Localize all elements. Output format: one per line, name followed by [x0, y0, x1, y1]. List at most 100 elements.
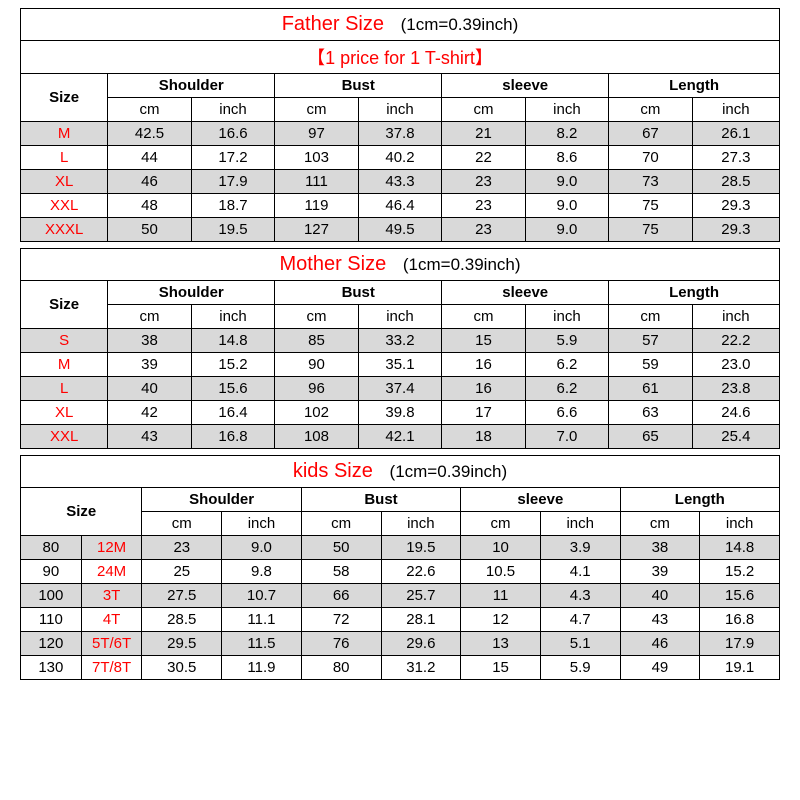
sleeve-header: sleeve [442, 281, 609, 305]
sleeve-cm: 23 [442, 218, 525, 242]
shoulder-cm: 44 [108, 146, 191, 170]
age-cell: 5T/6T [81, 632, 142, 656]
size-cell: L [21, 146, 108, 170]
size-cell: XL [21, 401, 108, 425]
shoulder-in: 11.5 [222, 632, 302, 656]
length-in: 29.3 [692, 218, 779, 242]
shoulder-cm: 29.5 [142, 632, 222, 656]
table-row: 1104T28.511.17228.1124.74316.8 [21, 608, 780, 632]
size-cell: 120 [21, 632, 82, 656]
shoulder-in: 9.0 [222, 536, 302, 560]
bust-cm: 72 [301, 608, 381, 632]
unit-inch: inch [381, 512, 461, 536]
sleeve-cm: 10 [461, 536, 541, 560]
table-row: XXL4316.810842.1187.06525.4 [21, 425, 780, 449]
unit-cm: cm [275, 98, 358, 122]
length-in: 16.8 [700, 608, 780, 632]
unit-inch: inch [700, 512, 780, 536]
length-header: Length [609, 281, 780, 305]
unit-inch: inch [222, 512, 302, 536]
shoulder-cm: 42.5 [108, 122, 191, 146]
sleeve-in: 5.1 [540, 632, 620, 656]
kids-title-row: kids Size (1cm=0.39inch) [21, 456, 780, 488]
sleeve-in: 4.1 [540, 560, 620, 584]
kids-size-table: kids Size (1cm=0.39inch) Size Shoulder B… [20, 455, 780, 680]
unit-cm: cm [461, 512, 541, 536]
length-in: 27.3 [692, 146, 779, 170]
length-in: 14.8 [700, 536, 780, 560]
table-row: XL4617.911143.3239.07328.5 [21, 170, 780, 194]
father-title-row: Father Size (1cm=0.39inch) [21, 9, 780, 41]
bust-header: Bust [275, 281, 442, 305]
sleeve-in: 4.7 [540, 608, 620, 632]
bust-cm: 108 [275, 425, 358, 449]
unit-inch: inch [525, 305, 608, 329]
size-cell: 100 [21, 584, 82, 608]
header-row-1: Size Shoulder Bust sleeve Length [21, 488, 780, 512]
table-row: S3814.88533.2155.95722.2 [21, 329, 780, 353]
age-cell: 3T [81, 584, 142, 608]
sleeve-cm: 16 [442, 353, 525, 377]
bust-cm: 96 [275, 377, 358, 401]
table-row: 1205T/6T29.511.57629.6135.14617.9 [21, 632, 780, 656]
bust-cm: 80 [301, 656, 381, 680]
sleeve-in: 9.0 [525, 194, 608, 218]
unit-cm: cm [609, 305, 692, 329]
length-cm: 46 [620, 632, 700, 656]
bust-cm: 90 [275, 353, 358, 377]
sleeve-cm: 12 [461, 608, 541, 632]
bust-in: 43.3 [358, 170, 441, 194]
size-cell: 130 [21, 656, 82, 680]
length-cm: 70 [609, 146, 692, 170]
bust-cm: 102 [275, 401, 358, 425]
sleeve-in: 7.0 [525, 425, 608, 449]
length-in: 17.9 [700, 632, 780, 656]
length-cm: 73 [609, 170, 692, 194]
bust-cm: 76 [301, 632, 381, 656]
unit-inch: inch [540, 512, 620, 536]
shoulder-in: 16.4 [191, 401, 274, 425]
bust-in: 31.2 [381, 656, 461, 680]
sleeve-in: 6.6 [525, 401, 608, 425]
length-in: 23.8 [692, 377, 779, 401]
bust-in: 29.6 [381, 632, 461, 656]
shoulder-cm: 43 [108, 425, 191, 449]
size-cell: XXL [21, 194, 108, 218]
length-cm: 49 [620, 656, 700, 680]
length-cm: 75 [609, 194, 692, 218]
sleeve-header: sleeve [442, 74, 609, 98]
header-row-1: Size Shoulder Bust sleeve Length [21, 74, 780, 98]
shoulder-in: 15.6 [191, 377, 274, 401]
bust-in: 19.5 [381, 536, 461, 560]
table-row: XXL4818.711946.4239.07529.3 [21, 194, 780, 218]
sleeve-cm: 21 [442, 122, 525, 146]
shoulder-cm: 28.5 [142, 608, 222, 632]
table-row: 8012M239.05019.5103.93814.8 [21, 536, 780, 560]
length-in: 24.6 [692, 401, 779, 425]
sleeve-in: 3.9 [540, 536, 620, 560]
table-row: 1307T/8T30.511.98031.2155.94919.1 [21, 656, 780, 680]
age-cell: 24M [81, 560, 142, 584]
bust-in: 49.5 [358, 218, 441, 242]
shoulder-in: 16.8 [191, 425, 274, 449]
length-cm: 75 [609, 218, 692, 242]
bust-header: Bust [301, 488, 460, 512]
unit-inch: inch [191, 98, 274, 122]
shoulder-cm: 30.5 [142, 656, 222, 680]
price-subtitle: 【1 price for 1 T-shirt】 [21, 41, 780, 74]
size-header: Size [21, 488, 142, 536]
age-cell: 4T [81, 608, 142, 632]
unit-cm: cm [108, 305, 191, 329]
shoulder-in: 11.1 [222, 608, 302, 632]
sleeve-in: 8.6 [525, 146, 608, 170]
bust-cm: 58 [301, 560, 381, 584]
header-row-2: cminch cminch cminch cminch [21, 305, 780, 329]
sleeve-cm: 22 [442, 146, 525, 170]
table-row: L4015.69637.4166.26123.8 [21, 377, 780, 401]
bust-in: 22.6 [381, 560, 461, 584]
length-cm: 65 [609, 425, 692, 449]
length-in: 15.2 [700, 560, 780, 584]
bust-header: Bust [275, 74, 442, 98]
sleeve-in: 6.2 [525, 377, 608, 401]
father-size-table: Father Size (1cm=0.39inch) 【1 price for … [20, 8, 780, 242]
